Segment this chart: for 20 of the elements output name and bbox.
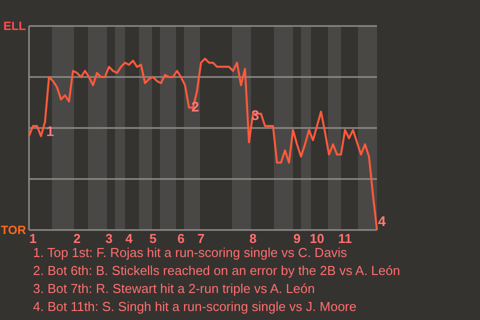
x-tick-label: 5 [149, 231, 157, 246]
x-tick-label: 8 [249, 231, 257, 246]
annotation: 1 [46, 123, 54, 140]
x-tick-label: 1 [29, 231, 37, 246]
x-tick-label: 4 [125, 231, 134, 246]
annotation: 2 [191, 98, 200, 115]
text: 3. Bot 7th: R. Stewart hit a 2-run triple vs A. León [33, 281, 315, 296]
text: 4 [378, 212, 386, 229]
text: 2. Bot 6th: B. Stickells reached on an error by the 2B vs A. León [33, 263, 400, 278]
x-tick-label: 3 [105, 231, 113, 246]
text: 1. Top 1st: F. Rojas hit a run-scoring single vs C. Davis [33, 245, 348, 260]
text: 4. Bot 11th: S. Singh hit a run-scoring single vs J. Moore [33, 299, 356, 314]
text: ELL [3, 19, 26, 33]
x-tick-label: 2 [73, 231, 81, 246]
x-tick-label: 7 [197, 231, 205, 246]
x-tick-label: 10 [310, 231, 324, 246]
text: TOR [0, 223, 26, 237]
x-tick-label: 6 [177, 231, 185, 246]
x-tick-label: 9 [293, 231, 301, 246]
x-tick-label: 11 [338, 231, 352, 246]
